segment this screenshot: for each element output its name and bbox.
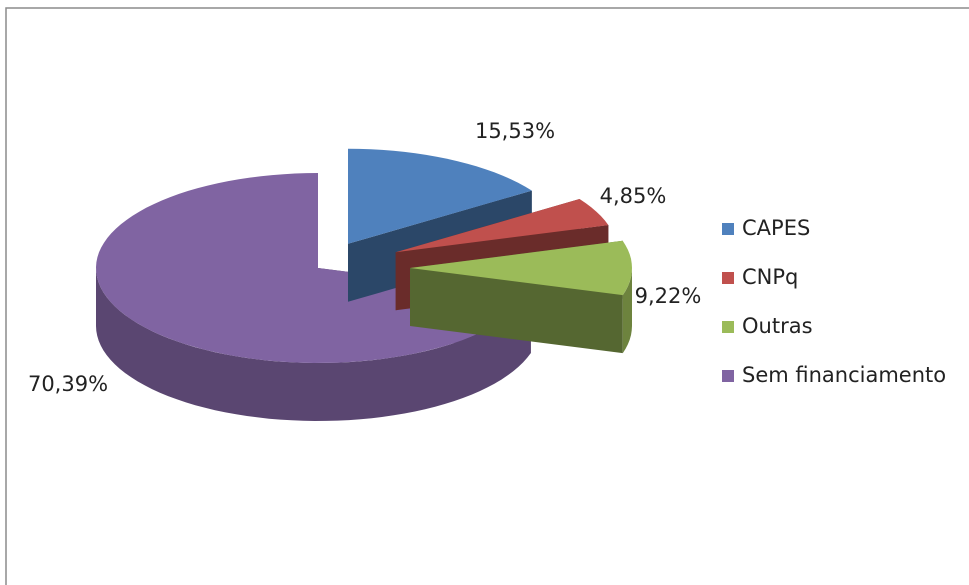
slice-side xyxy=(410,267,623,354)
slice-wall xyxy=(622,268,632,354)
legend-swatch xyxy=(722,223,734,235)
legend-swatch xyxy=(722,321,734,333)
pie-slice xyxy=(410,240,632,296)
pie-slice xyxy=(395,199,609,253)
slice-wall xyxy=(96,268,531,421)
data-label: 4,85% xyxy=(600,184,667,208)
data-label: 15,53% xyxy=(475,119,555,143)
legend-swatch xyxy=(722,272,734,284)
legend-label: CNPq xyxy=(742,265,798,289)
legend-swatch xyxy=(722,370,734,382)
legend-label: Sem financiamento xyxy=(742,363,946,387)
legend-label: CAPES xyxy=(742,216,810,240)
pie-slice xyxy=(348,148,532,244)
data-label: 9,22% xyxy=(635,284,702,308)
legend-label: Outras xyxy=(742,314,813,338)
data-label: 70,39% xyxy=(28,372,108,396)
